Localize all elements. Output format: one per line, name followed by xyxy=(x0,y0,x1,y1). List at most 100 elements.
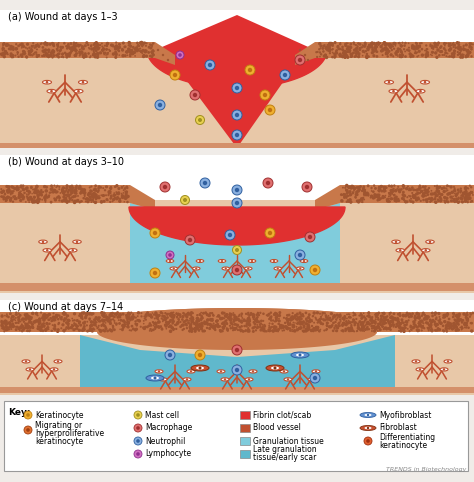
Circle shape xyxy=(408,315,411,318)
Circle shape xyxy=(446,185,449,187)
Circle shape xyxy=(19,326,23,329)
Bar xyxy=(0,55,474,148)
Ellipse shape xyxy=(248,259,256,263)
Circle shape xyxy=(367,194,370,197)
Circle shape xyxy=(149,313,152,317)
Circle shape xyxy=(428,323,431,326)
Circle shape xyxy=(316,328,319,331)
Circle shape xyxy=(15,47,18,50)
Circle shape xyxy=(92,192,95,195)
Circle shape xyxy=(36,189,39,192)
Circle shape xyxy=(37,320,41,323)
Circle shape xyxy=(33,44,35,46)
Circle shape xyxy=(50,185,53,187)
Circle shape xyxy=(402,315,404,318)
Bar xyxy=(0,10,474,148)
Circle shape xyxy=(386,55,389,58)
Circle shape xyxy=(26,329,29,332)
Circle shape xyxy=(410,324,411,326)
Circle shape xyxy=(354,196,357,199)
Circle shape xyxy=(178,53,182,57)
Circle shape xyxy=(98,196,100,199)
Circle shape xyxy=(302,330,305,333)
Circle shape xyxy=(193,327,197,330)
Circle shape xyxy=(352,191,355,194)
Circle shape xyxy=(136,452,140,456)
Circle shape xyxy=(231,323,234,325)
Circle shape xyxy=(225,230,235,240)
Circle shape xyxy=(392,45,394,48)
Circle shape xyxy=(385,52,387,54)
Circle shape xyxy=(349,201,351,203)
Circle shape xyxy=(265,330,268,333)
Circle shape xyxy=(390,197,393,201)
Circle shape xyxy=(324,54,327,57)
Circle shape xyxy=(36,43,38,45)
Circle shape xyxy=(337,45,339,48)
Circle shape xyxy=(398,190,401,193)
Circle shape xyxy=(201,325,203,328)
Circle shape xyxy=(2,199,4,201)
Circle shape xyxy=(172,314,174,316)
Circle shape xyxy=(388,192,390,194)
Circle shape xyxy=(53,327,55,330)
Circle shape xyxy=(461,319,464,322)
Circle shape xyxy=(299,326,302,330)
Circle shape xyxy=(86,197,88,199)
Circle shape xyxy=(391,315,393,318)
Circle shape xyxy=(252,315,255,317)
Circle shape xyxy=(385,53,388,55)
Circle shape xyxy=(365,324,366,326)
Circle shape xyxy=(7,188,10,191)
Circle shape xyxy=(269,330,272,332)
Circle shape xyxy=(190,311,193,314)
Circle shape xyxy=(384,189,386,191)
Circle shape xyxy=(56,197,58,199)
Circle shape xyxy=(94,201,97,204)
Circle shape xyxy=(15,313,18,316)
Circle shape xyxy=(130,49,131,50)
Circle shape xyxy=(266,314,267,316)
Circle shape xyxy=(434,201,437,203)
Circle shape xyxy=(447,321,449,323)
Circle shape xyxy=(260,326,262,329)
Circle shape xyxy=(460,318,462,320)
Circle shape xyxy=(68,55,71,57)
Circle shape xyxy=(387,321,390,323)
Circle shape xyxy=(142,55,145,58)
Circle shape xyxy=(404,314,407,318)
Circle shape xyxy=(390,312,392,314)
Circle shape xyxy=(207,314,209,316)
Circle shape xyxy=(342,50,345,53)
Circle shape xyxy=(354,55,356,58)
Circle shape xyxy=(251,327,254,330)
Circle shape xyxy=(98,195,100,197)
Circle shape xyxy=(445,324,448,327)
Circle shape xyxy=(74,49,78,52)
Circle shape xyxy=(121,328,124,331)
Circle shape xyxy=(69,47,71,50)
Circle shape xyxy=(201,325,202,326)
Circle shape xyxy=(333,56,336,59)
Circle shape xyxy=(9,186,10,187)
Circle shape xyxy=(225,315,228,318)
Circle shape xyxy=(454,46,457,49)
Circle shape xyxy=(212,326,216,330)
Circle shape xyxy=(408,189,410,191)
Circle shape xyxy=(400,48,401,50)
Circle shape xyxy=(160,325,162,327)
Circle shape xyxy=(67,314,69,316)
Circle shape xyxy=(384,49,386,51)
Circle shape xyxy=(223,326,225,328)
Circle shape xyxy=(117,49,119,52)
Circle shape xyxy=(108,49,110,51)
Circle shape xyxy=(171,320,173,321)
Circle shape xyxy=(327,44,329,46)
Circle shape xyxy=(186,327,188,329)
Circle shape xyxy=(440,199,443,202)
Circle shape xyxy=(90,324,92,327)
Circle shape xyxy=(453,198,456,201)
Circle shape xyxy=(410,54,413,56)
Circle shape xyxy=(406,200,409,203)
Circle shape xyxy=(115,41,118,44)
